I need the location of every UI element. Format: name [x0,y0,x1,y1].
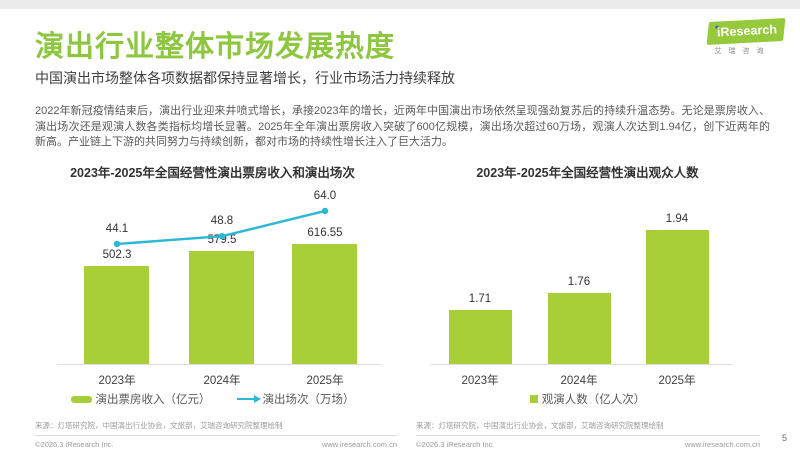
plot-area-right: 1.71 1.76 1.94 [410,188,765,365]
chart-audience: 2023年-2025年全国经营性演出观众人数 1.71 1.76 1.94 20… [410,162,765,407]
legend-item-revenue: 演出票房收入（亿元） [70,391,211,407]
bar-value-label: 1.71 [468,293,492,306]
chart-box-office-and-shows: 2023年-2025年全国经营性演出票房收入和演出场次 502.3 579.5 … [35,162,390,407]
page-subtitle: 中国演出市场整体各项数据都保持显著增长，行业市场活力持续释放 [35,70,455,86]
x-axis-labels-left: 2023年 2024年 2025年 [35,365,390,389]
logo-brand-text: iResearch [716,22,778,40]
bar-2025-revenue [292,244,357,364]
x-tick-label: 2025年 [658,375,696,387]
source-note: 来源：灯塔研究院，中国演出行业协会，文旅部，艾瑞咨询研究院整理绘制 [416,421,664,430]
bar-2025-audience [646,230,709,364]
bar-2024-audience [548,292,611,364]
x-axis-labels-right: 2023年 2024年 2025年 [410,365,765,389]
logo-brand-cn: 艾瑞咨询 [714,48,771,55]
website-link[interactable]: www.iresearch.com.cn [321,440,397,449]
page-number: 5 [782,433,788,443]
bar-value-label: 1.76 [567,275,591,288]
x-tick-label: 2023年 [461,375,499,387]
legend-label: 演出票房收入（亿元） [95,394,211,406]
line-value-label: 48.8 [210,215,234,228]
bar-value-label: 616.55 [307,227,343,239]
line-arrow-swatch-icon [236,395,261,403]
iresearch-logo: iResearch 艾瑞咨询 [706,18,786,56]
bar-2023-audience [449,310,512,364]
website-link[interactable]: www.iresearch.com.cn [684,440,760,449]
legend-item-audience: 观演人数（亿人次） [529,391,646,407]
top-strip [0,0,800,9]
iresearch-logo-badge: iResearch [706,18,786,45]
footer-left-column: 来源：灯塔研究院，中国演出行业协会，文旅部，艾瑞咨询研究院整理绘制 ©2026.… [35,420,397,449]
x-tick-label: 2024年 [560,375,598,387]
legend-right: 观演人数（亿人次） [410,391,765,407]
bar-2024-revenue [189,251,254,364]
footer-right-column: 来源：灯塔研究院，中国演出行业协会，文旅部，艾瑞咨询研究院整理绘制 ©2026.… [416,420,760,449]
square-swatch-icon [529,395,538,403]
x-tick-label: 2025年 [306,375,344,387]
body-paragraph: 2022年新冠疫情结束后，演出行业迎来井喷式增长，承接2023年的增长，近两年中… [35,105,770,149]
legend-label: 演出场次（万场） [262,394,355,406]
x-axis-line [57,364,382,365]
x-tick-label: 2023年 [98,375,136,387]
x-axis-line [430,364,733,365]
bar-swatch-icon [70,395,92,403]
source-note: 来源：灯塔研究院，中国演出行业协会，文旅部，艾瑞咨询研究院整理绘制 [35,421,283,430]
legend-left: 演出票房收入（亿元） 演出场次（万场） [35,391,390,407]
show-count-line [113,207,329,248]
chart-title-left: 2023年-2025年全国经营性演出票房收入和演出场次 [70,166,355,180]
legend-label: 观演人数（亿人次） [541,394,646,406]
line-value-label: 44.1 [105,223,129,235]
page-title: 演出行业整体市场发展热度 [35,31,396,63]
line-value-label: 64.0 [313,189,337,202]
copyright-text: ©2026.3 iResearch Inc. [35,440,114,449]
x-tick-label: 2024年 [203,375,241,387]
plot-area-left: 502.3 579.5 616.55 44.1 48.8 64.0 [35,188,390,365]
bar-value-label: 502.3 [102,249,132,262]
bar-value-label: 1.94 [665,213,689,226]
chart-title-right: 2023年-2025年全国经营性演出观众人数 [476,166,699,180]
legend-item-shows: 演出场次（万场） [236,391,355,407]
bar-2023-revenue [84,266,149,364]
copyright-text: ©2026.3 iResearch Inc. [416,440,495,449]
